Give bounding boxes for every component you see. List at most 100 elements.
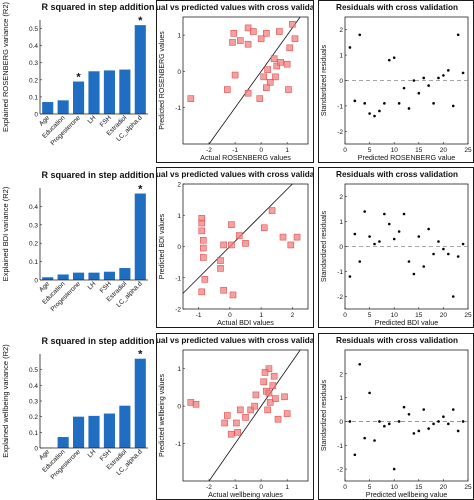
chart-title: R squared in step addition bbox=[41, 336, 154, 346]
data-point bbox=[260, 378, 268, 386]
data-point bbox=[263, 84, 270, 92]
y-tick-label: 0.2 bbox=[29, 241, 38, 248]
residual-point bbox=[437, 240, 440, 243]
residual-point bbox=[432, 102, 435, 105]
plot-frame bbox=[344, 349, 469, 482]
chart-title: Actual vs predicted values with cross va… bbox=[156, 3, 314, 12]
data-point bbox=[276, 28, 283, 35]
data-point bbox=[252, 391, 260, 399]
y-tick-label: -1 bbox=[175, 441, 181, 448]
data-point bbox=[266, 399, 274, 406]
y-tick-label: 0.3 bbox=[29, 399, 38, 406]
significance-star: * bbox=[138, 15, 143, 27]
residual-point bbox=[368, 235, 371, 238]
bar-education bbox=[57, 100, 69, 114]
y-tick-label: -2 bbox=[337, 294, 343, 301]
bar-education bbox=[57, 274, 69, 280]
data-point bbox=[289, 20, 296, 28]
data-point bbox=[272, 73, 279, 81]
x-axis-label: Predicted BDI value bbox=[375, 318, 439, 327]
data-point bbox=[260, 73, 268, 81]
residual-point bbox=[456, 33, 460, 37]
x-tick-label: 1 bbox=[285, 484, 289, 491]
data-point bbox=[228, 241, 235, 249]
identity-line bbox=[208, 349, 301, 482]
data-point bbox=[287, 241, 295, 249]
data-point bbox=[270, 372, 278, 380]
bar-fsh bbox=[103, 271, 115, 280]
chart-title: Residuals with cross validation bbox=[336, 3, 458, 12]
y-tick-label: 0 bbox=[34, 112, 38, 119]
residual-point bbox=[368, 112, 371, 115]
scatter-chart-bdi: Actual vs predicted values with cross va… bbox=[156, 170, 314, 327]
data-point bbox=[217, 265, 224, 272]
residual-point bbox=[442, 415, 445, 418]
y-tick-label: 2 bbox=[339, 194, 343, 201]
residual-point bbox=[407, 413, 411, 416]
residual-point bbox=[363, 436, 366, 440]
plot-frame bbox=[182, 349, 309, 482]
data-point bbox=[263, 30, 270, 37]
bar-fsh bbox=[103, 70, 115, 114]
chart-title: R squared in step addition bbox=[41, 170, 154, 180]
y-tick-label: 1 bbox=[177, 213, 181, 220]
y-tick-label: -1 bbox=[337, 103, 343, 110]
residual-point bbox=[368, 391, 371, 395]
y-axis-label: Explained BDI variance (R2) bbox=[1, 186, 10, 281]
data-point bbox=[257, 35, 265, 43]
data-point bbox=[231, 71, 239, 79]
data-point bbox=[242, 240, 249, 247]
residual-point bbox=[417, 235, 421, 238]
residual-point bbox=[407, 107, 411, 110]
y-tick-label: 0 bbox=[177, 404, 181, 411]
residual-point bbox=[378, 240, 381, 243]
data-point bbox=[198, 219, 206, 227]
residual-point bbox=[387, 222, 391, 226]
x-tick-label: 15 bbox=[415, 147, 423, 154]
significance-star: * bbox=[138, 184, 143, 196]
plot-frame bbox=[182, 16, 309, 145]
residual-point bbox=[417, 91, 421, 95]
y-tick-label: 0.2 bbox=[29, 414, 38, 421]
x-tick-label: 25 bbox=[464, 147, 472, 154]
data-point bbox=[198, 227, 206, 235]
y-axis-label: Standardized residuals bbox=[321, 44, 328, 116]
plot-frame bbox=[344, 183, 469, 310]
chart-title: Actual vs predicted values with cross va… bbox=[156, 170, 314, 179]
residual-point bbox=[447, 69, 450, 72]
x-tick-label: 1 bbox=[285, 147, 289, 154]
y-tick-label: -2 bbox=[337, 129, 343, 136]
data-point bbox=[198, 288, 206, 296]
bar-age bbox=[42, 102, 54, 114]
data-point bbox=[192, 400, 200, 408]
y-tick-label: 0.4 bbox=[29, 43, 38, 50]
bar-panel-wellbeing: R squared in step addition Explained well… bbox=[0, 334, 154, 500]
y-tick-label: 0 bbox=[34, 278, 38, 285]
x-tick-label: 25 bbox=[464, 312, 472, 319]
bar-fsh bbox=[103, 413, 115, 448]
residual-point bbox=[442, 247, 445, 251]
data-point bbox=[187, 95, 195, 102]
residual-point bbox=[402, 212, 406, 216]
data-point bbox=[285, 86, 292, 93]
x-tick-label: 5 bbox=[368, 484, 372, 491]
scatter-chart-wellbeing: Actual vs predicted values with cross va… bbox=[157, 336, 313, 499]
x-tick-label: 10 bbox=[391, 147, 399, 154]
x-axis-label: Actual ROSENBERG values bbox=[200, 153, 291, 162]
residual-panel-bdi: Residuals with cross validation Standardi… bbox=[318, 167, 474, 328]
y-tick-label: 0.3 bbox=[29, 60, 38, 67]
residual-point bbox=[387, 422, 391, 426]
data-point bbox=[228, 221, 235, 228]
residual-point bbox=[402, 86, 406, 90]
bar-chart-rosenberg: R squared in step addition Explained ROSE… bbox=[1, 1, 154, 147]
x-tick-label: -2 bbox=[206, 147, 212, 154]
x-tick-label: 2 bbox=[291, 312, 295, 319]
data-point bbox=[229, 291, 237, 299]
x-tick-label: -1 bbox=[196, 312, 202, 319]
residual-point bbox=[447, 252, 450, 256]
data-point bbox=[230, 30, 238, 37]
y-tick-label: 0 bbox=[339, 78, 343, 85]
x-axis-label: Predicted wellbeing value bbox=[366, 490, 448, 499]
data-point bbox=[286, 44, 294, 52]
residual-point bbox=[358, 362, 362, 366]
